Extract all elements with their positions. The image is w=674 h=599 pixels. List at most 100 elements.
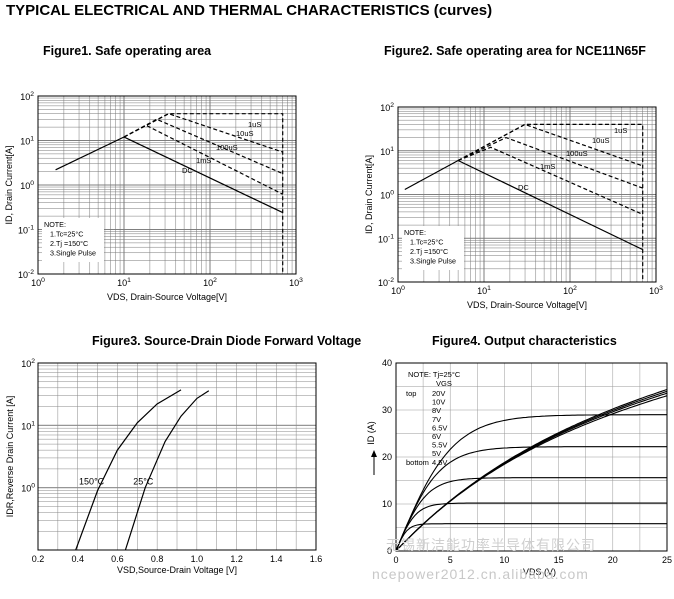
x-axis-label: VSD,Source-Drain Voltage [V] xyxy=(117,565,237,575)
legend-entry: 5.5V xyxy=(432,441,447,450)
y-axis-label: ID, Drain Current[A] xyxy=(4,145,14,224)
y-tick-label: 100 xyxy=(380,190,394,201)
x-axis-label: VDS (V) xyxy=(523,567,556,577)
figure2-title: Figure2. Safe operating area for NCE11N6… xyxy=(384,44,646,58)
series-line-10uS xyxy=(457,123,643,167)
legend-note: NOTE: Tj=25°C xyxy=(408,370,461,379)
legend-entry: 8V xyxy=(432,406,441,415)
y-tick-label: 10-1 xyxy=(378,233,394,244)
x-tick-label: 0.2 xyxy=(32,554,45,564)
x-tick-label: 102 xyxy=(203,277,217,288)
y-tick-label: 102 xyxy=(21,358,35,369)
series-line-25°C xyxy=(124,390,210,551)
x-tick-label: 20 xyxy=(608,555,618,565)
note-box xyxy=(42,218,104,262)
curve-label: DC xyxy=(518,183,529,192)
curve-label: 1uS xyxy=(248,120,261,129)
watermark-cn: 无锡新洁能功率半导体有限公司 xyxy=(386,538,596,554)
watermark-url: ncepower2012.cn.alibaba.com xyxy=(372,566,589,582)
plot-frame xyxy=(37,362,317,551)
legend-entry: 7V xyxy=(432,415,441,424)
legend-entry: 10V xyxy=(432,398,445,407)
x-tick-label: 103 xyxy=(649,285,663,296)
plot-frame xyxy=(37,95,297,275)
note-line: 2.Tj =150°C xyxy=(410,247,448,256)
curve-label: 10uS xyxy=(592,136,610,145)
series-line-100uS xyxy=(457,136,643,189)
y-axis-label: ID (A) xyxy=(366,421,376,445)
curve-label: DC xyxy=(182,166,193,175)
figure1-title: Figure1. Safe operating area xyxy=(43,44,212,58)
note-line: 2.Tj =150°C xyxy=(50,239,88,248)
y-tick-label: 10-2 xyxy=(18,269,34,280)
x-axis-label: VDS, Drain-Source Voltage[V] xyxy=(467,300,587,310)
x-tick-label: 0.6 xyxy=(111,554,124,564)
series-line-6.5V xyxy=(395,414,667,552)
x-tick-label: 1.6 xyxy=(310,554,323,564)
y-tick-label: 100 xyxy=(21,483,35,494)
curve-label: 100uS xyxy=(566,149,588,158)
y-tick-label: 40 xyxy=(382,358,392,368)
figure3-title: Figure3. Source-Drain Diode Forward Volt… xyxy=(92,334,362,348)
x-tick-label: 0.4 xyxy=(71,554,84,564)
legend-vgs: VGS xyxy=(436,379,452,388)
legend-entry: 20V xyxy=(432,389,445,398)
curve-label: 10uS xyxy=(236,129,254,138)
series-line-5.5V xyxy=(395,477,667,552)
x-tick-label: 103 xyxy=(289,277,303,288)
curve-label: 1uS xyxy=(614,126,627,135)
y-tick-label: 101 xyxy=(20,136,34,147)
y-tick-label: 101 xyxy=(21,420,35,431)
x-tick-label: 5 xyxy=(448,555,453,565)
series-line-1mS xyxy=(457,146,643,215)
legend-entry: 6.5V xyxy=(432,423,447,432)
y-axis-arrowhead xyxy=(371,450,377,457)
x-tick-label: 10 xyxy=(499,555,509,565)
series-line-7V xyxy=(395,395,668,552)
note-box xyxy=(402,226,464,270)
x-tick-label: 102 xyxy=(563,285,577,296)
x-tick-label: 25 xyxy=(662,555,672,565)
note-line: 3.Single Pulse xyxy=(410,257,456,266)
x-tick-label: 1.0 xyxy=(191,554,204,564)
figure4-title: Figure4. Output characteristics xyxy=(432,334,617,348)
y-tick-label: 20 xyxy=(382,452,392,462)
note-line: NOTE: xyxy=(44,220,66,229)
series-line-4.5V xyxy=(395,523,667,552)
x-axis-label: VDS, Drain-Source Voltage[V] xyxy=(107,292,227,302)
series-line-150°C xyxy=(75,389,182,551)
legend-entry: 5V xyxy=(432,449,441,458)
plot-frame xyxy=(397,106,657,283)
x-tick-label: 100 xyxy=(31,277,45,288)
page-heading: TYPICAL ELECTRICAL AND THERMAL CHARACTER… xyxy=(6,2,493,19)
series-line-1uS xyxy=(123,113,284,274)
x-tick-label: 1.2 xyxy=(230,554,243,564)
x-tick-label: 101 xyxy=(117,277,131,288)
legend-entry: 4.5V xyxy=(432,458,447,467)
y-tick-label: 10 xyxy=(382,499,392,509)
chart-fig2: 100 101 102 103 10-2 10-1 100 101 102 1uS 10uS 100u… xyxy=(364,102,663,310)
x-tick-label: 101 xyxy=(477,285,491,296)
note-line: 1.Tc=25°C xyxy=(50,230,83,239)
y-tick-label: 0 xyxy=(387,546,392,556)
curve-label: 1mS xyxy=(540,162,555,171)
y-axis-label: IDR,Reverse Drain Current [A] xyxy=(5,396,15,518)
plot-frame xyxy=(395,362,668,552)
y-tick-label: 100 xyxy=(20,180,34,191)
y-tick-label: 30 xyxy=(382,405,392,415)
y-tick-label: 101 xyxy=(380,146,394,157)
note-line: 1.Tc=25°C xyxy=(410,238,443,247)
x-tick-label: 100 xyxy=(391,285,405,296)
y-tick-label: 102 xyxy=(20,91,34,102)
y-tick-label: 102 xyxy=(380,102,394,113)
y-axis-label: ID, Drain Current[A] xyxy=(364,155,374,234)
curve-label: 25°C xyxy=(133,477,154,487)
note-line: 3.Single Pulse xyxy=(50,249,96,258)
legend-bottom-label: bottom xyxy=(406,458,429,467)
y-tick-label: 10-1 xyxy=(18,225,34,236)
x-tick-label: 0 xyxy=(393,555,398,565)
chart-fig3: 0.2 0.4 0.6 0.8 1.0 1.2 1.4 1.6 100 101 102 150°C 25… xyxy=(5,358,322,575)
